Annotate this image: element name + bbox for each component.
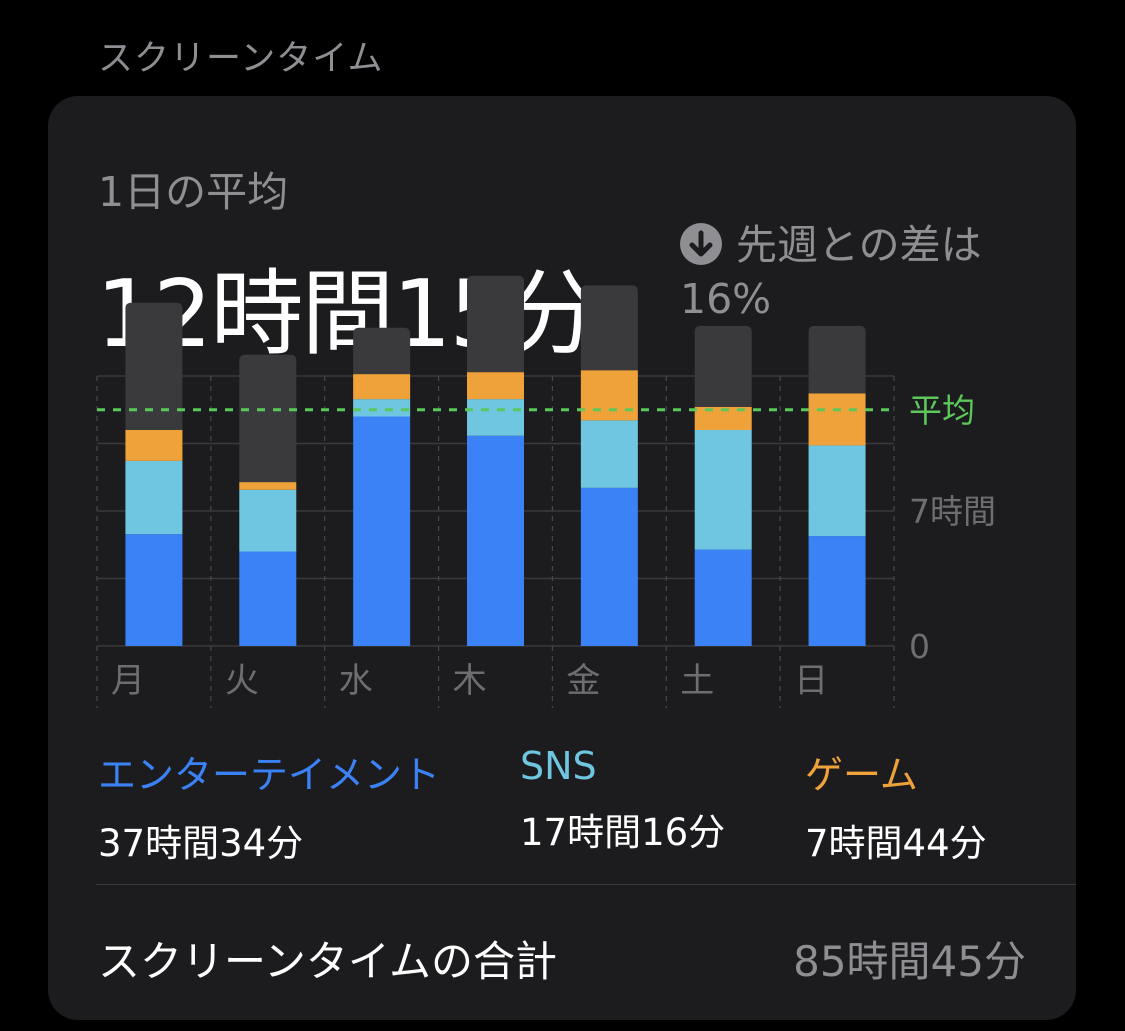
bar-segment-entertainment — [125, 534, 183, 646]
legend-sns[interactable]: SNS 17時間16分 — [520, 744, 725, 856]
legend-label: SNS — [520, 744, 597, 788]
bar-segment-game — [808, 393, 866, 446]
divider — [96, 884, 1076, 885]
arrow-down-circle-icon — [680, 223, 722, 265]
bar-segment-game — [239, 482, 297, 490]
bar-segment-game — [580, 370, 638, 421]
day-label: 水 — [339, 661, 373, 701]
bar-segment-game — [467, 372, 524, 400]
day-label: 金 — [566, 661, 600, 701]
bar-segment-entertainment — [580, 487, 638, 646]
legend-label: エンターテイメント — [98, 753, 441, 797]
bar-segment-other — [467, 275, 524, 373]
daily-average-label: 1日の平均 — [98, 168, 289, 216]
legend-value: 37時間34分 — [98, 822, 304, 865]
bar-segment-other — [353, 327, 411, 375]
weekly-change: 先週との差は16% — [680, 218, 1050, 326]
legend-value: 7時間44分 — [805, 822, 987, 865]
day-label: 木 — [453, 661, 487, 701]
y-tick-label: 0 — [909, 627, 930, 666]
bar-segment-game — [353, 374, 411, 400]
total-value: 85時間45分 — [793, 937, 1026, 986]
bar-segment-other — [239, 354, 297, 483]
bar-segment-entertainment — [239, 551, 297, 646]
section-title: スクリーンタイム — [98, 39, 384, 79]
average-label: 平均 — [909, 391, 975, 430]
legend-entertainment[interactable]: エンターテイメント 37時間34分 — [98, 744, 440, 867]
total-label: スクリーンタイムの合計 — [98, 937, 558, 986]
bar-segment-sns — [808, 445, 866, 537]
bar-segment-entertainment — [467, 435, 524, 646]
day-label: 土 — [680, 661, 714, 701]
bar-segment-sns — [580, 420, 638, 488]
day-label: 火 — [225, 661, 259, 701]
bar-segment-entertainment — [694, 549, 752, 646]
legend-game[interactable]: ゲーム 7時間44分 — [805, 744, 987, 867]
bar-segment-sns — [125, 460, 183, 535]
screen-time-card[interactable]: 1日の平均 12時間15分 先週との差は16% 月火水木金土日平均 0 7時間 エン… — [48, 96, 1076, 1020]
bar-segment-game — [694, 406, 752, 430]
bar-segment-other — [694, 325, 752, 407]
weekly-change-text: 先週との差は16% — [680, 221, 982, 323]
day-label: 日 — [794, 661, 828, 701]
bar-segment-other — [808, 325, 866, 394]
y-tick-label: 7時間 — [909, 492, 996, 531]
bar-segment-other — [125, 302, 183, 430]
bar-segment-entertainment — [353, 416, 411, 646]
bar-segment-sns — [239, 489, 297, 552]
day-label: 月 — [111, 661, 145, 701]
legend-value: 17時間16分 — [520, 811, 726, 854]
bar-segment-other — [580, 285, 638, 371]
bar-segment-entertainment — [808, 536, 866, 646]
usage-chart: 月 火 水 木 金 土 日 平均 0 7時間 — [96, 275, 996, 708]
bar-segment-game — [125, 430, 183, 461]
legend-label: ゲーム — [805, 753, 918, 797]
bar-segment-sns — [467, 399, 524, 436]
bar-segment-sns — [694, 430, 752, 550]
bar-segment-sns — [353, 399, 411, 417]
